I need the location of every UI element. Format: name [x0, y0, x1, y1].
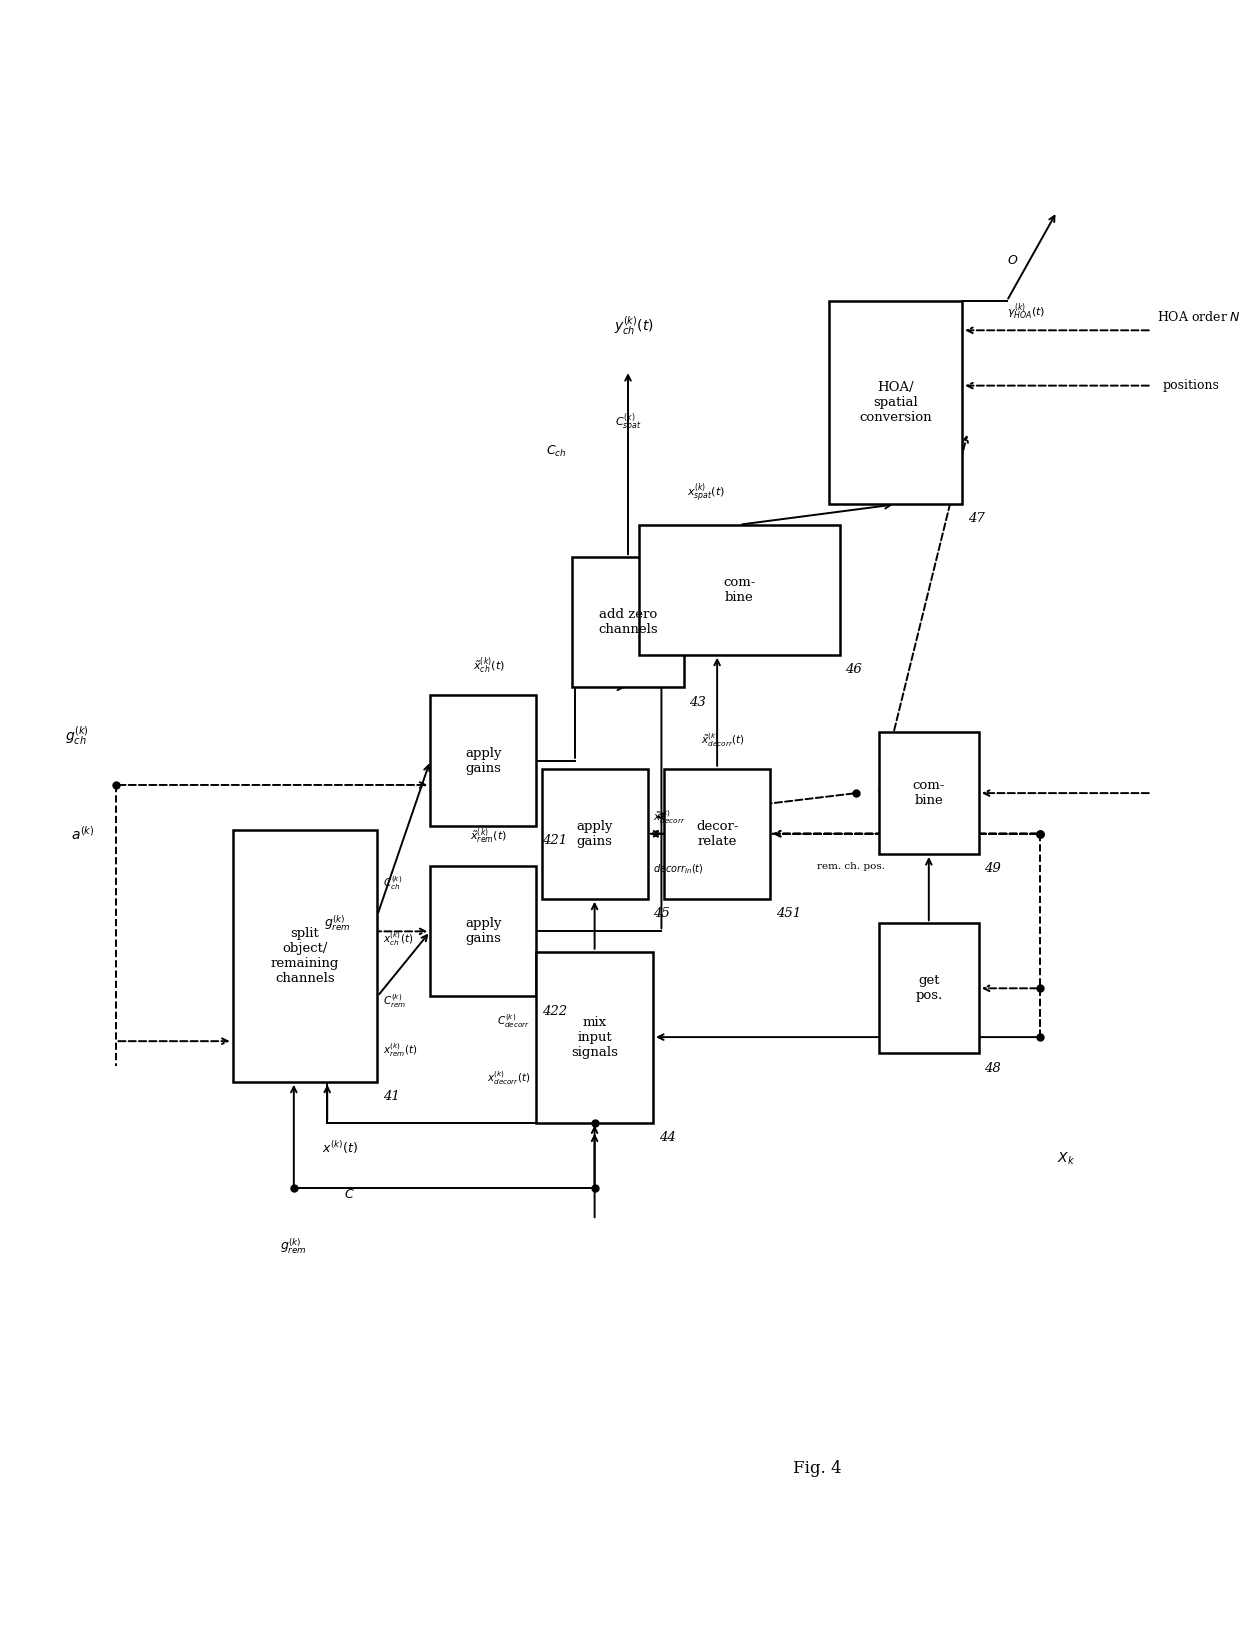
Text: 41: 41: [383, 1091, 399, 1104]
Text: $O$: $O$: [1007, 253, 1018, 267]
Bar: [542, 768, 647, 899]
Text: apply
gains: apply gains: [577, 819, 613, 849]
Text: $C_{ch}^{(k)}$: $C_{ch}^{(k)}$: [383, 873, 402, 891]
Bar: [665, 768, 770, 899]
Text: rem. ch. pos.: rem. ch. pos.: [817, 862, 885, 871]
Text: 45: 45: [653, 907, 670, 921]
Text: $x_{spat}^{(k)}(t)$: $x_{spat}^{(k)}(t)$: [687, 482, 725, 505]
Text: HOA/
spatial
conversion: HOA/ spatial conversion: [859, 381, 931, 423]
Text: 46: 46: [846, 662, 862, 675]
Text: $x_{ch}^{(k)}(t)$: $x_{ch}^{(k)}(t)$: [383, 930, 413, 948]
Text: $decorr_{In}(t)$: $decorr_{In}(t)$: [653, 863, 704, 876]
Text: $x_{rem}^{(k)}(t)$: $x_{rem}^{(k)}(t)$: [383, 1041, 418, 1059]
Text: $C_{decorr}^{(k)}$: $C_{decorr}^{(k)}$: [497, 1012, 531, 1030]
Text: 44: 44: [658, 1131, 676, 1143]
Bar: [879, 924, 978, 1053]
Text: $g_{rem}^{(k)}$: $g_{rem}^{(k)}$: [280, 1236, 308, 1256]
Bar: [828, 301, 962, 504]
Text: add zero
channels: add zero channels: [598, 608, 658, 636]
Text: decor-
relate: decor- relate: [696, 819, 738, 849]
Text: 43: 43: [689, 695, 706, 708]
Text: $x_{decorr}^{(k)}(t)$: $x_{decorr}^{(k)}(t)$: [487, 1069, 531, 1087]
Text: $\tilde{x}_{ch}^{(k)}(t)$: $\tilde{x}_{ch}^{(k)}(t)$: [472, 656, 505, 675]
Text: $g_{ch}^{(k)}$: $g_{ch}^{(k)}$: [66, 724, 89, 747]
Text: 48: 48: [985, 1061, 1001, 1074]
Text: $\tilde{x}_{decorr}^{(k)}(t)$: $\tilde{x}_{decorr}^{(k)}(t)$: [701, 731, 744, 749]
Text: HOA order $N$: HOA order $N$: [1157, 311, 1240, 324]
Text: 421: 421: [542, 834, 567, 847]
Text: 49: 49: [985, 862, 1001, 875]
Text: $X_k$: $X_k$: [1056, 1151, 1075, 1167]
Text: 47: 47: [967, 512, 985, 525]
Text: split
object/
remaining
channels: split object/ remaining channels: [270, 927, 339, 984]
Text: mix
input
signals: mix input signals: [572, 1015, 618, 1058]
Text: apply
gains: apply gains: [465, 917, 501, 945]
Text: $\mathit{y}_{ch}^{(k)}(t)$: $\mathit{y}_{ch}^{(k)}(t)$: [614, 314, 653, 338]
Bar: [573, 558, 683, 687]
Text: $a^{(k)}$: $a^{(k)}$: [71, 824, 94, 842]
Text: $\gamma_{HOA}^{(k)}(t)$: $\gamma_{HOA}^{(k)}(t)$: [1007, 301, 1045, 322]
Text: $\mathit{C}_{ch}$: $\mathit{C}_{ch}$: [547, 445, 567, 459]
Bar: [639, 525, 839, 656]
Text: positions: positions: [1163, 379, 1220, 392]
Text: $C$: $C$: [345, 1187, 355, 1200]
Bar: [430, 695, 536, 826]
Text: $g_{rem}^{(k)}$: $g_{rem}^{(k)}$: [325, 914, 351, 934]
Text: apply
gains: apply gains: [465, 747, 501, 775]
Bar: [879, 732, 978, 853]
Text: $\tilde{x}_{rem}^{(k)}(t)$: $\tilde{x}_{rem}^{(k)}(t)$: [470, 827, 507, 847]
Text: $\tilde{x}_{decorr}^{(k)}$: $\tilde{x}_{decorr}^{(k)}$: [653, 809, 686, 826]
Text: com-
bine: com- bine: [723, 576, 755, 603]
Bar: [233, 829, 377, 1082]
Text: com-
bine: com- bine: [913, 780, 945, 808]
Text: get
pos.: get pos.: [915, 974, 942, 1002]
Text: $C_{rem}^{(k)}$: $C_{rem}^{(k)}$: [383, 992, 407, 1010]
Text: $x^{(k)}(t)$: $x^{(k)}(t)$: [321, 1138, 358, 1156]
Text: $C_{spat}^{(k)}$: $C_{spat}^{(k)}$: [615, 412, 641, 435]
Text: 422: 422: [542, 1004, 567, 1017]
Text: 451: 451: [776, 907, 801, 921]
Bar: [430, 867, 536, 996]
Bar: [536, 952, 653, 1123]
Text: Fig. 4: Fig. 4: [794, 1460, 842, 1476]
